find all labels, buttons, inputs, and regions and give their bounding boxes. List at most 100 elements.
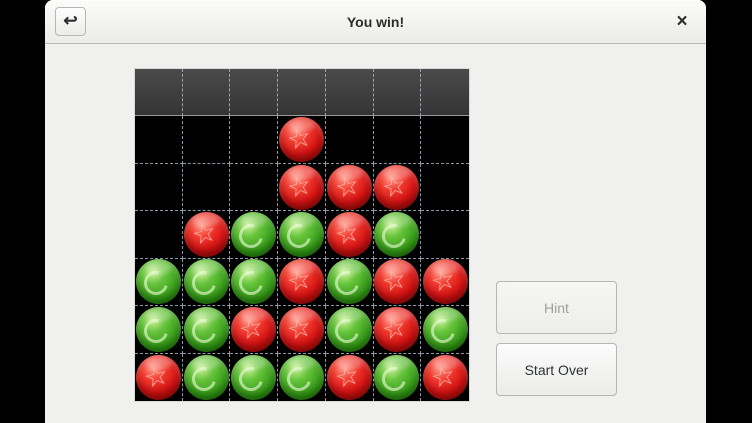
green-marble — [183, 306, 229, 352]
board-cell[interactable] — [421, 306, 469, 354]
green-marble — [231, 259, 277, 305]
star-emblem-icon: ☆ — [427, 358, 459, 394]
game-window: ↩ You win! × ☆ ☆ ☆ ☆ ☆ ☆ ☆ ☆ ☆ ☆ ☆ ☆ ☆ ☆ ☆ Hint Start … — [45, 0, 706, 423]
star-emblem-icon: ☆ — [283, 310, 315, 346]
board-cell[interactable] — [278, 211, 326, 259]
drop-zone-cell[interactable] — [135, 69, 183, 117]
red-marble: ☆ — [326, 354, 372, 400]
board-cell[interactable]: ☆ — [325, 163, 374, 212]
board-cell[interactable] — [135, 211, 183, 259]
board-cell[interactable] — [183, 353, 231, 401]
board-cell[interactable] — [135, 116, 183, 164]
red-marble: ☆ — [278, 117, 324, 163]
green-marble — [326, 306, 372, 352]
board-cell[interactable] — [135, 258, 183, 307]
star-emblem-icon: ☆ — [236, 310, 267, 346]
green-marble — [278, 211, 324, 257]
ring-emblem-icon — [234, 267, 268, 300]
green-marble — [183, 259, 229, 305]
board-cell[interactable] — [182, 258, 231, 307]
board-cell[interactable] — [182, 163, 231, 212]
drop-zone-cell[interactable] — [278, 69, 326, 117]
board-cell[interactable]: ☆ — [278, 116, 326, 164]
board-cell[interactable] — [278, 353, 326, 401]
board-cell[interactable]: ☆ — [135, 353, 183, 401]
star-emblem-icon: ☆ — [188, 216, 220, 251]
ring-emblem-icon — [330, 314, 364, 348]
board-cell[interactable] — [230, 163, 279, 212]
ring-emblem-icon — [330, 267, 364, 300]
board-cell[interactable]: ☆ — [373, 306, 422, 354]
board-cell[interactable] — [373, 211, 422, 259]
back-arrow-icon: ↩ — [63, 11, 78, 30]
board-cell[interactable] — [182, 116, 231, 164]
star-emblem-icon: ☆ — [331, 168, 363, 204]
board-cell[interactable] — [421, 211, 469, 259]
green-marble — [231, 211, 277, 257]
ring-emblem-icon — [234, 362, 268, 396]
board-cell[interactable]: ☆ — [326, 353, 374, 401]
board-cell[interactable] — [421, 116, 469, 164]
green-marble — [374, 354, 420, 400]
ring-emblem-icon — [426, 314, 460, 348]
board-cell[interactable]: ☆ — [373, 163, 422, 212]
window-title: You win! — [346, 13, 405, 30]
red-marble: ☆ — [183, 211, 229, 257]
board-cell[interactable] — [230, 258, 279, 307]
drop-zone-cell[interactable] — [325, 69, 374, 117]
green-marble — [183, 354, 229, 400]
board-cell[interactable]: ☆ — [182, 211, 231, 259]
red-marble: ☆ — [278, 259, 324, 305]
red-marble: ☆ — [231, 306, 277, 352]
board-cell[interactable]: ☆ — [325, 211, 374, 259]
green-marble — [374, 211, 420, 257]
board-cell[interactable]: ☆ — [230, 306, 279, 354]
board-cell[interactable] — [325, 116, 374, 164]
board-cell[interactable] — [135, 163, 183, 212]
drop-zone-cell[interactable] — [230, 69, 279, 117]
board-cell[interactable] — [230, 211, 279, 259]
red-marble: ☆ — [326, 211, 372, 257]
red-marble: ☆ — [374, 259, 420, 305]
red-marble: ☆ — [422, 354, 468, 400]
star-emblem-icon: ☆ — [283, 121, 315, 157]
board-cell[interactable] — [373, 116, 422, 164]
board-cell[interactable] — [230, 116, 279, 164]
board[interactable]: ☆ ☆ ☆ ☆ ☆ ☆ ☆ ☆ ☆ ☆ ☆ ☆ ☆ ☆ ☆ — [134, 68, 470, 402]
green-marble — [326, 259, 372, 305]
start-over-button[interactable]: Start Over — [496, 343, 617, 396]
star-emblem-icon: ☆ — [331, 216, 363, 251]
close-button[interactable]: × — [666, 0, 698, 43]
ring-emblem-icon — [378, 219, 411, 253]
green-marble — [422, 306, 468, 352]
drop-zone-cell[interactable] — [421, 69, 469, 117]
back-button[interactable]: ↩ — [55, 7, 86, 36]
board-cell[interactable]: ☆ — [278, 306, 326, 354]
board-cell[interactable] — [230, 353, 279, 401]
green-marble — [135, 306, 181, 352]
ring-emblem-icon — [139, 267, 173, 300]
board-cell[interactable]: ☆ — [421, 354, 469, 401]
red-marble: ☆ — [326, 164, 372, 210]
board-cell[interactable] — [135, 306, 183, 354]
board-cell[interactable]: ☆ — [278, 258, 326, 307]
ring-emblem-icon — [378, 362, 411, 396]
hint-button[interactable]: Hint — [496, 281, 617, 334]
board-cell[interactable] — [374, 353, 422, 401]
ring-emblem-icon — [282, 219, 316, 253]
board-cell[interactable] — [182, 306, 231, 354]
ring-emblem-icon — [234, 219, 268, 253]
green-marble — [278, 354, 324, 400]
board-cell[interactable] — [325, 258, 374, 307]
drop-zone-cell[interactable] — [373, 69, 422, 117]
ring-emblem-icon — [187, 314, 220, 348]
star-emblem-icon: ☆ — [331, 358, 363, 394]
board-cell[interactable] — [325, 306, 374, 354]
board-cell[interactable]: ☆ — [278, 163, 326, 212]
ring-emblem-icon — [187, 362, 220, 396]
board-cell[interactable]: ☆ — [373, 258, 422, 307]
star-emblem-icon: ☆ — [379, 263, 410, 299]
drop-zone-cell[interactable] — [182, 69, 231, 117]
board-cell[interactable]: ☆ — [421, 259, 469, 307]
board-cell[interactable] — [421, 164, 469, 212]
